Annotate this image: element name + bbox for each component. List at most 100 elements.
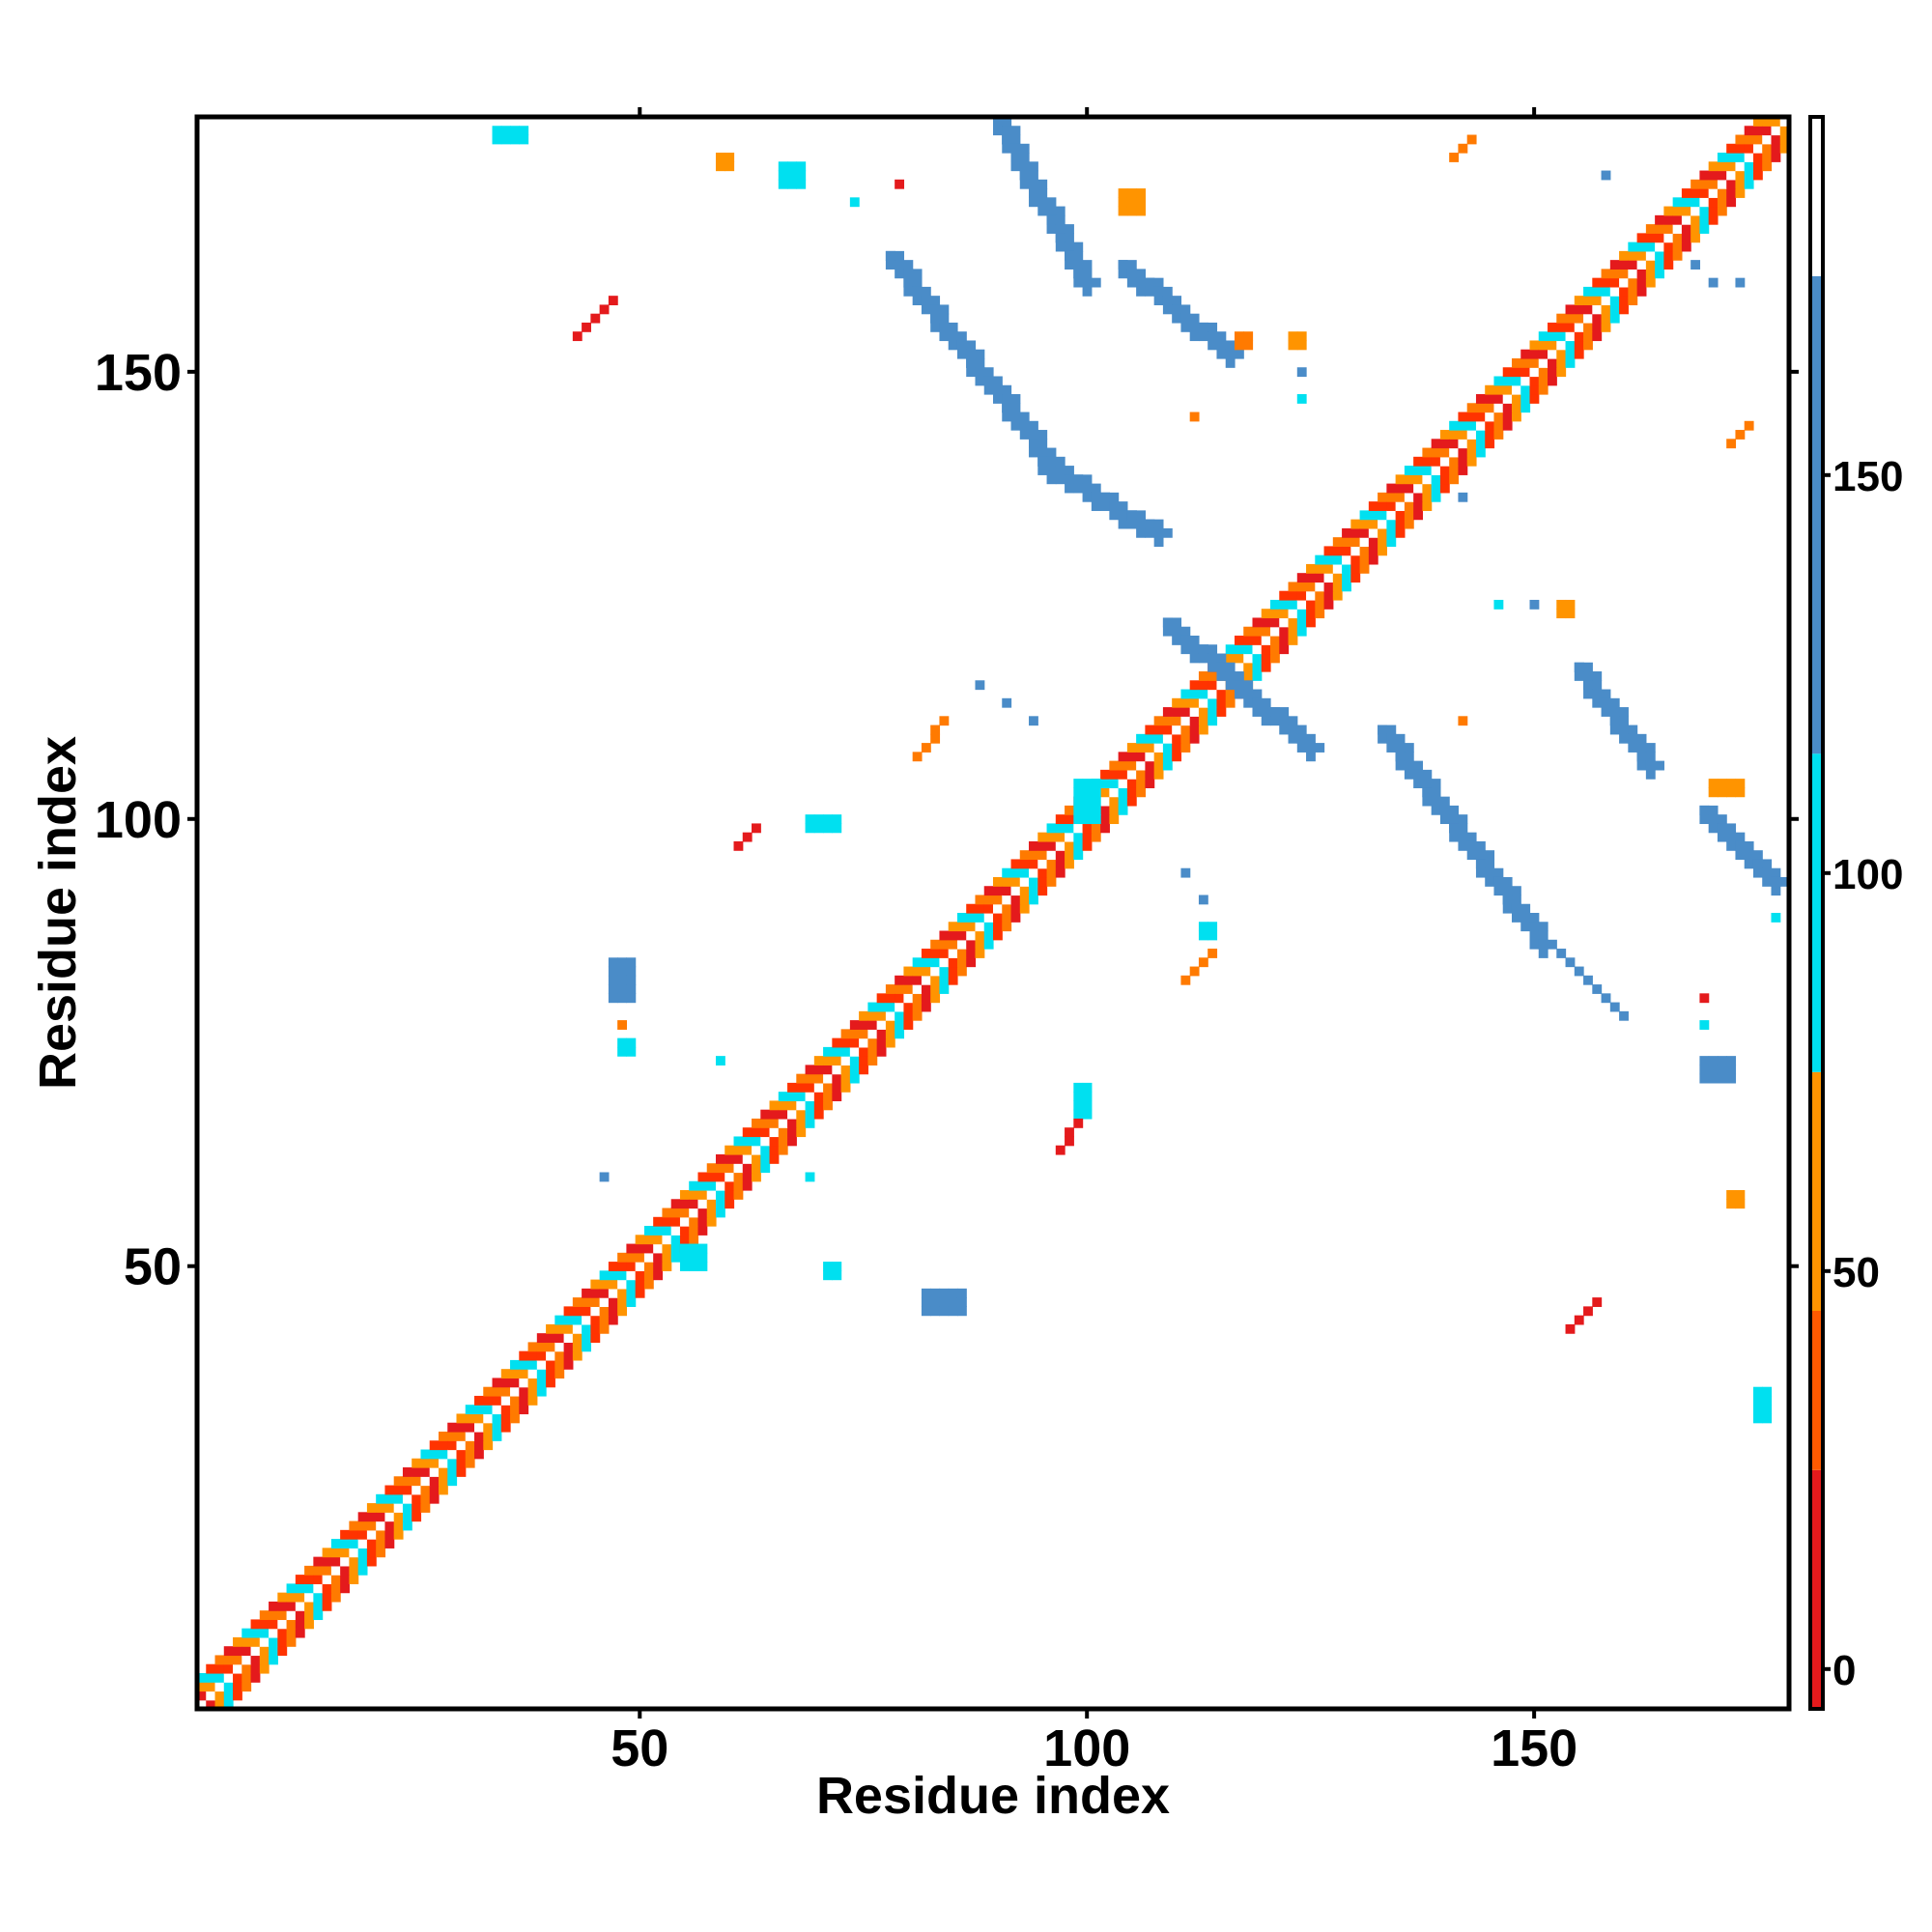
contact-blob-cell bbox=[1288, 331, 1298, 342]
diagonal-cell bbox=[787, 1100, 797, 1111]
contact-blob-cell bbox=[1073, 779, 1084, 788]
diagonal-cell bbox=[1735, 134, 1746, 145]
diagonal-cell bbox=[715, 1153, 725, 1164]
diagonal-cell bbox=[706, 1172, 717, 1182]
diagonal-cell bbox=[1118, 752, 1128, 762]
diagonal-cell bbox=[1145, 733, 1155, 744]
diagonal-cell bbox=[349, 1565, 359, 1576]
diagonal-cell bbox=[706, 1180, 717, 1191]
contact-band-cell bbox=[1493, 867, 1504, 878]
diagonal-cell bbox=[1091, 832, 1101, 842]
diagonal-cell bbox=[1145, 743, 1155, 753]
diagonal-cell bbox=[823, 1046, 833, 1057]
diagonal-cell bbox=[1288, 626, 1298, 637]
contact-band-cell bbox=[1037, 430, 1048, 440]
diagonal-cell bbox=[1493, 403, 1504, 413]
diagonal-cell bbox=[1493, 376, 1504, 386]
contact-band-cell bbox=[1404, 752, 1414, 762]
diagonal-cell bbox=[384, 1512, 395, 1522]
contact-band-cell bbox=[1225, 680, 1236, 691]
contact-blob-cell bbox=[921, 1306, 931, 1317]
diagonal-cell bbox=[1261, 617, 1271, 628]
diagonal-cell bbox=[1431, 439, 1441, 449]
contact-band-cell bbox=[1208, 662, 1218, 672]
diagonal-cell bbox=[590, 1297, 601, 1307]
contact-band-cell bbox=[1037, 456, 1048, 467]
contact-dot bbox=[1198, 895, 1208, 905]
diagonal-cell bbox=[1672, 206, 1683, 216]
diagonal-cell bbox=[510, 1359, 520, 1370]
contact-band-cell bbox=[1126, 510, 1137, 521]
diagonal-cell bbox=[1109, 796, 1120, 807]
contact-band-cell bbox=[1619, 733, 1629, 744]
contact-band-cell bbox=[1413, 760, 1424, 771]
diagonal-cell bbox=[1296, 609, 1307, 619]
diagonal-cell bbox=[590, 1288, 601, 1298]
diagonal-cell bbox=[1002, 903, 1012, 914]
diagonal-cell bbox=[635, 1262, 645, 1271]
diagonal-cell bbox=[724, 1199, 735, 1209]
contact-blob-cell bbox=[1726, 787, 1737, 798]
contact-blob-cell bbox=[1082, 814, 1093, 825]
diagonal-cell bbox=[510, 1369, 520, 1379]
diagonal-cell bbox=[1332, 563, 1343, 574]
diagonal-cell bbox=[1323, 546, 1334, 556]
diagonal-cell bbox=[1404, 483, 1414, 494]
diagonal-cell bbox=[206, 1672, 216, 1683]
diagonal-cell bbox=[1225, 644, 1236, 655]
contact-line-cell bbox=[1065, 1127, 1074, 1138]
diagonal-cell bbox=[1037, 859, 1048, 869]
diagonal-cell bbox=[706, 1208, 717, 1218]
contact-dot bbox=[1601, 170, 1611, 181]
diagonal-cell bbox=[1583, 331, 1593, 342]
diagonal-cell bbox=[1681, 224, 1691, 234]
contact-blob-cell bbox=[1565, 599, 1576, 610]
diagonal-cell bbox=[1368, 501, 1378, 511]
diagonal-cell bbox=[724, 1145, 735, 1155]
contact-blob-cell bbox=[813, 814, 824, 825]
diagonal-cell bbox=[1645, 277, 1656, 288]
diagonal-cell bbox=[1655, 260, 1664, 270]
contact-band-cell bbox=[1458, 823, 1468, 834]
contact-band-cell bbox=[1198, 644, 1208, 655]
diagonal-cell bbox=[1663, 242, 1674, 252]
contact-blob-cell bbox=[1091, 787, 1101, 798]
diagonal-cell bbox=[214, 1690, 225, 1701]
diagonal-cell bbox=[1404, 474, 1414, 485]
diagonal-cell bbox=[1029, 859, 1038, 869]
diagonal-cell bbox=[689, 1208, 699, 1218]
diagonal-cell bbox=[813, 1082, 824, 1093]
diagonal-cell bbox=[349, 1520, 359, 1531]
contact-band-cell bbox=[1243, 697, 1254, 708]
diagonal-cell bbox=[429, 1485, 440, 1495]
diagonal-cell bbox=[393, 1512, 404, 1522]
diagonal-cell bbox=[1252, 635, 1263, 645]
diagonal-cell bbox=[948, 930, 958, 941]
diagonal-cell bbox=[1708, 161, 1719, 172]
contact-blob-cell bbox=[832, 1262, 842, 1271]
contact-band-cell bbox=[1386, 724, 1397, 735]
diagonal-cell bbox=[563, 1359, 574, 1370]
diagonal-cell bbox=[1073, 840, 1084, 851]
diagonal-cell bbox=[1136, 743, 1146, 753]
diagonal-cell bbox=[1180, 724, 1191, 735]
diagonal-cell bbox=[1413, 501, 1424, 511]
contact-blob-cell bbox=[724, 153, 735, 162]
diagonal-cell bbox=[697, 1180, 708, 1191]
diagonal-cell bbox=[1118, 769, 1128, 780]
diagonal-cell bbox=[474, 1431, 484, 1441]
contact-band-cell bbox=[1172, 304, 1182, 315]
contact-blob-cell bbox=[1082, 796, 1093, 807]
diagonal-cell bbox=[1208, 697, 1218, 708]
diagonal-cell bbox=[500, 1369, 511, 1379]
diagonal-cell bbox=[357, 1512, 368, 1522]
diagonal-cell bbox=[670, 1226, 681, 1236]
contact-band-cell bbox=[1636, 752, 1647, 762]
diagonal-cell bbox=[1323, 554, 1334, 565]
diagonal-cell bbox=[250, 1646, 261, 1657]
diagonal-cell bbox=[286, 1636, 297, 1647]
diagonal-cell bbox=[1431, 456, 1441, 467]
contact-band-cell bbox=[1002, 412, 1012, 422]
diagonal-cell bbox=[349, 1556, 359, 1567]
contact-dot bbox=[1180, 867, 1191, 878]
